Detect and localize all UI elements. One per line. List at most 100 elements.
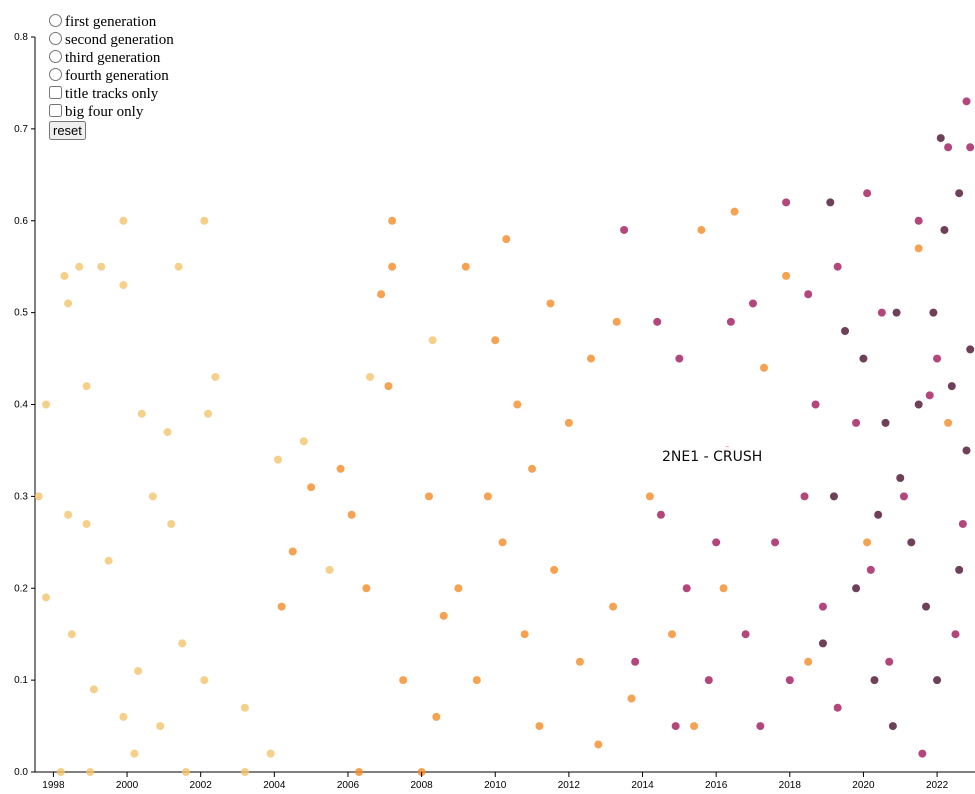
point bbox=[174, 262, 183, 271]
point bbox=[881, 418, 890, 427]
point bbox=[612, 317, 621, 326]
point bbox=[82, 519, 91, 528]
x-tick-label: 2000 bbox=[116, 780, 139, 791]
option-label: big four only bbox=[65, 104, 144, 120]
point bbox=[60, 271, 69, 280]
point bbox=[631, 657, 640, 666]
point bbox=[966, 143, 975, 152]
point bbox=[148, 492, 157, 501]
point bbox=[64, 299, 73, 308]
point bbox=[119, 281, 128, 290]
generation-option[interactable]: third generation bbox=[49, 49, 174, 67]
point bbox=[535, 722, 544, 731]
checkbox[interactable] bbox=[49, 104, 62, 117]
option-label: second generation bbox=[65, 32, 174, 48]
option-label: first generation bbox=[65, 14, 157, 30]
point bbox=[940, 225, 949, 234]
point bbox=[498, 538, 507, 547]
point bbox=[704, 676, 713, 685]
point bbox=[34, 492, 43, 501]
point bbox=[782, 198, 791, 207]
point bbox=[899, 492, 908, 501]
generation-option[interactable]: fourth generation bbox=[49, 67, 174, 85]
generation-option[interactable]: second generation bbox=[49, 31, 174, 49]
point bbox=[461, 262, 470, 271]
generation-option[interactable]: first generation bbox=[49, 13, 174, 31]
radio[interactable] bbox=[49, 14, 62, 27]
point bbox=[645, 492, 654, 501]
y-tick-label: 0.6 bbox=[14, 216, 28, 227]
point bbox=[377, 290, 386, 299]
point bbox=[42, 400, 51, 409]
point bbox=[104, 556, 113, 565]
point bbox=[892, 308, 901, 317]
point bbox=[56, 768, 65, 776]
point bbox=[130, 749, 139, 758]
radio[interactable] bbox=[49, 68, 62, 81]
point bbox=[181, 768, 190, 776]
x-tick-label: 2018 bbox=[779, 780, 802, 791]
point bbox=[86, 768, 95, 776]
point bbox=[951, 630, 960, 639]
reset-button[interactable]: reset bbox=[49, 121, 86, 140]
point bbox=[682, 584, 691, 593]
radio[interactable] bbox=[49, 50, 62, 63]
point bbox=[818, 602, 827, 611]
y-tick-label: 0.1 bbox=[14, 675, 28, 686]
point bbox=[756, 722, 765, 731]
point bbox=[564, 418, 573, 427]
x-tick-label: 2006 bbox=[337, 780, 360, 791]
point bbox=[914, 216, 923, 225]
point bbox=[947, 382, 956, 391]
point bbox=[134, 666, 143, 675]
point bbox=[119, 712, 128, 721]
point bbox=[586, 354, 595, 363]
point bbox=[841, 327, 850, 335]
radio[interactable] bbox=[49, 32, 62, 45]
point bbox=[829, 492, 838, 501]
point bbox=[384, 382, 393, 391]
point bbox=[771, 538, 780, 547]
option-label: third generation bbox=[65, 50, 161, 66]
point bbox=[811, 400, 820, 409]
x-tick-label: 2010 bbox=[484, 780, 507, 791]
point bbox=[863, 189, 872, 198]
filter-option[interactable]: title tracks only bbox=[49, 85, 174, 103]
point bbox=[955, 189, 964, 198]
point bbox=[67, 630, 76, 639]
point bbox=[575, 657, 584, 666]
point bbox=[833, 262, 842, 271]
point bbox=[347, 510, 356, 519]
point bbox=[156, 722, 165, 731]
point bbox=[922, 602, 931, 611]
point bbox=[388, 216, 397, 225]
point bbox=[178, 639, 187, 648]
filter-option[interactable]: big four only bbox=[49, 103, 174, 121]
point bbox=[472, 676, 481, 685]
point bbox=[528, 464, 537, 473]
point bbox=[874, 510, 883, 519]
point bbox=[366, 372, 375, 381]
y-tick-label: 0.3 bbox=[14, 491, 28, 502]
checkbox[interactable] bbox=[49, 86, 62, 99]
point bbox=[594, 740, 603, 749]
point bbox=[240, 703, 249, 712]
x-tick-label: 2004 bbox=[263, 780, 286, 791]
point bbox=[888, 722, 897, 731]
point bbox=[730, 207, 739, 216]
point bbox=[200, 216, 209, 225]
point bbox=[520, 630, 529, 639]
x-tick-label: 2022 bbox=[926, 780, 949, 791]
point bbox=[690, 722, 699, 731]
point bbox=[550, 565, 559, 574]
point bbox=[870, 676, 879, 685]
point bbox=[697, 225, 706, 234]
point bbox=[929, 308, 938, 317]
option-label: fourth generation bbox=[65, 68, 169, 84]
point bbox=[748, 299, 757, 308]
point bbox=[42, 593, 51, 602]
point bbox=[726, 317, 735, 326]
point bbox=[866, 565, 875, 574]
point bbox=[877, 308, 886, 317]
